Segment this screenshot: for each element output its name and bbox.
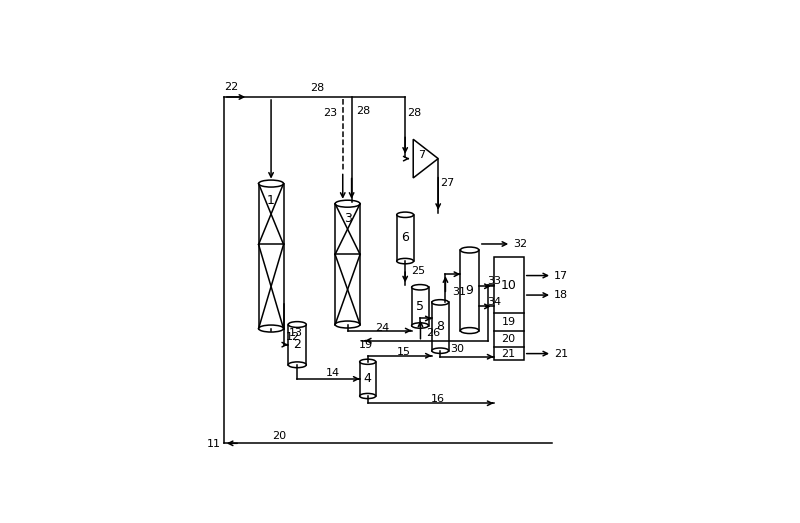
Text: 21: 21 bbox=[502, 349, 516, 359]
Ellipse shape bbox=[288, 322, 306, 327]
Ellipse shape bbox=[432, 348, 449, 354]
Text: 27: 27 bbox=[441, 178, 455, 188]
Bar bbox=[288, 324, 306, 365]
Text: 21: 21 bbox=[554, 349, 568, 359]
Text: 3: 3 bbox=[344, 212, 351, 225]
Bar bbox=[258, 184, 283, 328]
Ellipse shape bbox=[288, 362, 306, 368]
Text: 4: 4 bbox=[364, 372, 372, 385]
Text: 12: 12 bbox=[286, 333, 300, 343]
Text: 8: 8 bbox=[436, 320, 444, 333]
Text: 23: 23 bbox=[323, 108, 338, 118]
Text: 10: 10 bbox=[501, 279, 517, 292]
Text: 1: 1 bbox=[267, 195, 275, 208]
Ellipse shape bbox=[335, 200, 360, 207]
Text: 17: 17 bbox=[554, 270, 568, 280]
Text: 18: 18 bbox=[554, 290, 568, 300]
Ellipse shape bbox=[360, 359, 376, 365]
Bar bbox=[397, 215, 414, 261]
Text: 19: 19 bbox=[358, 340, 373, 350]
Text: 34: 34 bbox=[487, 297, 501, 306]
Text: 31: 31 bbox=[452, 287, 466, 297]
Ellipse shape bbox=[460, 327, 479, 334]
Ellipse shape bbox=[258, 325, 283, 332]
Text: 20: 20 bbox=[272, 431, 286, 441]
Text: 26: 26 bbox=[426, 328, 440, 338]
Ellipse shape bbox=[412, 323, 429, 328]
Text: 25: 25 bbox=[411, 266, 425, 276]
Bar bbox=[432, 302, 449, 351]
Text: 30: 30 bbox=[450, 344, 465, 354]
Bar bbox=[460, 250, 479, 331]
Ellipse shape bbox=[360, 393, 376, 399]
Bar bbox=[335, 204, 360, 324]
Text: 13: 13 bbox=[288, 327, 302, 337]
Text: 7: 7 bbox=[418, 150, 426, 160]
Text: 24: 24 bbox=[374, 323, 389, 333]
Text: 20: 20 bbox=[502, 334, 516, 344]
Ellipse shape bbox=[258, 180, 283, 187]
Bar bbox=[494, 257, 524, 360]
Text: 11: 11 bbox=[206, 439, 221, 449]
Text: 28: 28 bbox=[407, 108, 422, 118]
Text: 28: 28 bbox=[357, 106, 370, 116]
Text: 19: 19 bbox=[502, 317, 516, 327]
Ellipse shape bbox=[335, 321, 360, 328]
Text: 6: 6 bbox=[402, 232, 409, 244]
Text: 15: 15 bbox=[397, 347, 411, 357]
Text: 28: 28 bbox=[310, 83, 325, 93]
Ellipse shape bbox=[397, 258, 414, 264]
Text: 2: 2 bbox=[294, 338, 301, 351]
Bar bbox=[412, 287, 429, 325]
Ellipse shape bbox=[412, 285, 429, 290]
Ellipse shape bbox=[397, 212, 414, 218]
Text: 14: 14 bbox=[326, 368, 339, 378]
Text: 33: 33 bbox=[487, 277, 501, 287]
Bar bbox=[360, 362, 376, 396]
Ellipse shape bbox=[432, 300, 449, 305]
Text: 5: 5 bbox=[416, 300, 424, 313]
Text: 32: 32 bbox=[513, 239, 527, 249]
Ellipse shape bbox=[460, 247, 479, 253]
Text: 22: 22 bbox=[224, 82, 238, 92]
Text: 16: 16 bbox=[431, 394, 445, 404]
Text: 9: 9 bbox=[466, 284, 474, 297]
